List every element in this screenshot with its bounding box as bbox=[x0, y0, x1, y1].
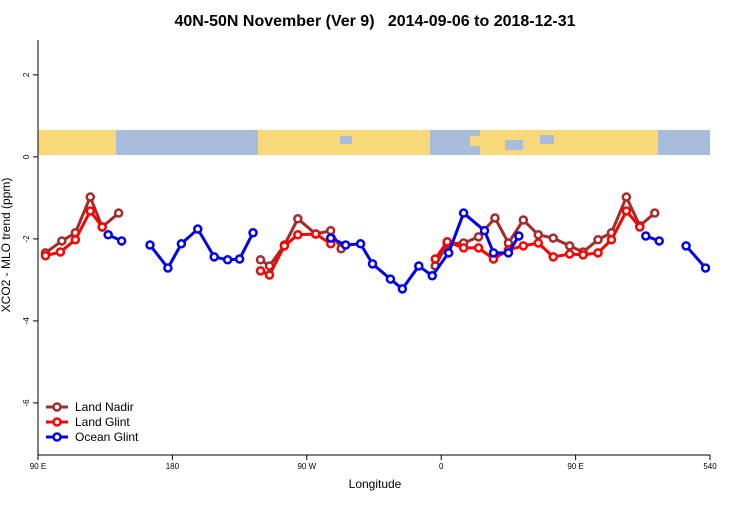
point bbox=[325, 233, 336, 243]
point bbox=[176, 239, 187, 249]
point bbox=[488, 248, 499, 258]
legend-marker bbox=[52, 402, 62, 412]
point bbox=[85, 192, 96, 202]
point bbox=[234, 254, 245, 264]
y-tick-label: 2 bbox=[22, 72, 31, 77]
point bbox=[641, 231, 651, 241]
point bbox=[70, 234, 81, 245]
y-tick-label: -6 bbox=[22, 399, 31, 407]
point bbox=[385, 274, 396, 284]
y-tick-label: -2 bbox=[22, 235, 31, 243]
point bbox=[518, 241, 529, 251]
point bbox=[248, 227, 258, 238]
point bbox=[514, 231, 524, 241]
point bbox=[548, 252, 558, 262]
point bbox=[367, 259, 378, 269]
point bbox=[255, 255, 266, 265]
x-tick-label: 540 bbox=[703, 462, 717, 471]
point bbox=[649, 208, 660, 218]
point bbox=[85, 206, 96, 216]
point bbox=[458, 243, 469, 253]
point bbox=[209, 252, 219, 262]
point bbox=[355, 239, 366, 249]
point bbox=[57, 236, 67, 246]
map-strip bbox=[38, 130, 710, 155]
legend-marker bbox=[52, 432, 62, 442]
point bbox=[103, 230, 113, 240]
point bbox=[548, 233, 558, 243]
point bbox=[473, 243, 484, 253]
point bbox=[40, 250, 51, 261]
point bbox=[293, 230, 303, 240]
point bbox=[593, 248, 603, 258]
point bbox=[621, 206, 632, 216]
x-tick-label: 90 W bbox=[297, 462, 316, 471]
x-tick-label: 180 bbox=[166, 462, 180, 471]
legend-marker bbox=[52, 417, 62, 427]
point bbox=[606, 234, 617, 245]
point bbox=[430, 254, 440, 264]
x-axis-label: Longitude bbox=[349, 477, 402, 491]
point bbox=[55, 247, 66, 257]
point bbox=[503, 248, 514, 258]
legend-label: Land Nadir bbox=[75, 400, 134, 414]
point bbox=[163, 263, 173, 273]
point bbox=[222, 255, 233, 265]
legend-label: Land Glint bbox=[75, 415, 130, 429]
point bbox=[397, 284, 408, 294]
point bbox=[264, 270, 275, 280]
legend-label: Ocean Glint bbox=[75, 430, 139, 444]
point bbox=[578, 250, 588, 260]
series-line bbox=[107, 210, 707, 292]
point bbox=[518, 215, 529, 225]
point bbox=[113, 208, 124, 218]
point bbox=[458, 208, 469, 218]
x-tick-label: 90 E bbox=[30, 462, 46, 471]
point bbox=[490, 213, 500, 223]
x-tick-label: 0 bbox=[439, 462, 444, 471]
point bbox=[473, 232, 484, 242]
point bbox=[681, 241, 691, 251]
point bbox=[325, 225, 336, 236]
point bbox=[593, 234, 603, 245]
point bbox=[414, 261, 424, 271]
point bbox=[479, 225, 490, 236]
y-tick-label: -4 bbox=[22, 317, 31, 325]
point bbox=[533, 238, 544, 248]
point bbox=[564, 241, 575, 251]
x-tick-label: 90 E bbox=[567, 462, 583, 471]
y-axis-label: XCO2 - MLO trend (ppm) bbox=[0, 178, 13, 313]
chart-title: 40N-50N November (Ver 9) 2014-09-06 to 2… bbox=[174, 13, 575, 30]
point bbox=[427, 271, 437, 281]
point bbox=[116, 236, 127, 246]
point bbox=[654, 236, 664, 246]
point bbox=[293, 214, 303, 224]
point bbox=[311, 229, 321, 239]
point bbox=[700, 263, 711, 273]
point bbox=[145, 240, 155, 250]
point bbox=[340, 240, 351, 250]
point bbox=[97, 222, 107, 232]
point bbox=[533, 230, 544, 240]
point bbox=[635, 222, 645, 232]
point bbox=[621, 192, 632, 202]
point bbox=[193, 224, 203, 234]
point bbox=[443, 248, 454, 258]
point bbox=[442, 237, 452, 247]
point bbox=[279, 241, 290, 251]
point bbox=[255, 266, 266, 276]
point bbox=[564, 249, 575, 259]
y-tick-label: 0 bbox=[22, 154, 31, 159]
